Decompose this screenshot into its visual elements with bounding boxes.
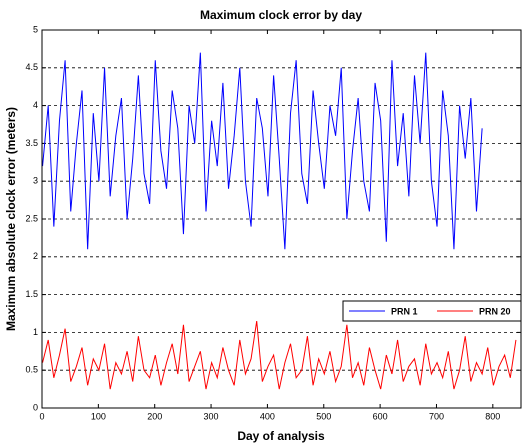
- y-tick-label: 3.5: [25, 138, 38, 148]
- x-tick-label: 800: [485, 411, 500, 421]
- x-tick-label: 300: [204, 411, 219, 421]
- y-tick-label: 2.5: [25, 213, 38, 223]
- y-tick-label: 4.5: [25, 62, 38, 72]
- series-line: [42, 52, 483, 250]
- legend-label: PRN 20: [479, 306, 511, 316]
- legend-label: PRN 1: [391, 306, 418, 316]
- x-tick-label: 700: [429, 411, 444, 421]
- legend-box: [342, 300, 522, 322]
- y-tick-label: 4: [33, 100, 38, 110]
- y-tick-label: 0: [33, 402, 38, 412]
- y-tick-label: 3: [33, 176, 38, 186]
- y-axis-label: Maximum absolute clock error (meters): [4, 107, 18, 331]
- y-tick-label: 5: [33, 24, 38, 34]
- series-line: [42, 320, 517, 390]
- x-tick-label: 500: [316, 411, 331, 421]
- plot-frame: [41, 29, 522, 409]
- y-tick-label: 0.5: [25, 365, 38, 375]
- x-axis-label: Day of analysis: [237, 429, 325, 443]
- x-tick-label: 400: [260, 411, 275, 421]
- x-tick-label: 0: [39, 411, 44, 421]
- chart-title: Maximum clock error by day: [200, 8, 362, 22]
- x-tick-label: 200: [147, 411, 162, 421]
- x-tick-label: 100: [91, 411, 106, 421]
- x-tick-label: 600: [373, 411, 388, 421]
- y-tick-label: 2: [33, 251, 38, 261]
- y-tick-label: 1.5: [25, 289, 38, 299]
- y-tick-label: 1: [33, 327, 38, 337]
